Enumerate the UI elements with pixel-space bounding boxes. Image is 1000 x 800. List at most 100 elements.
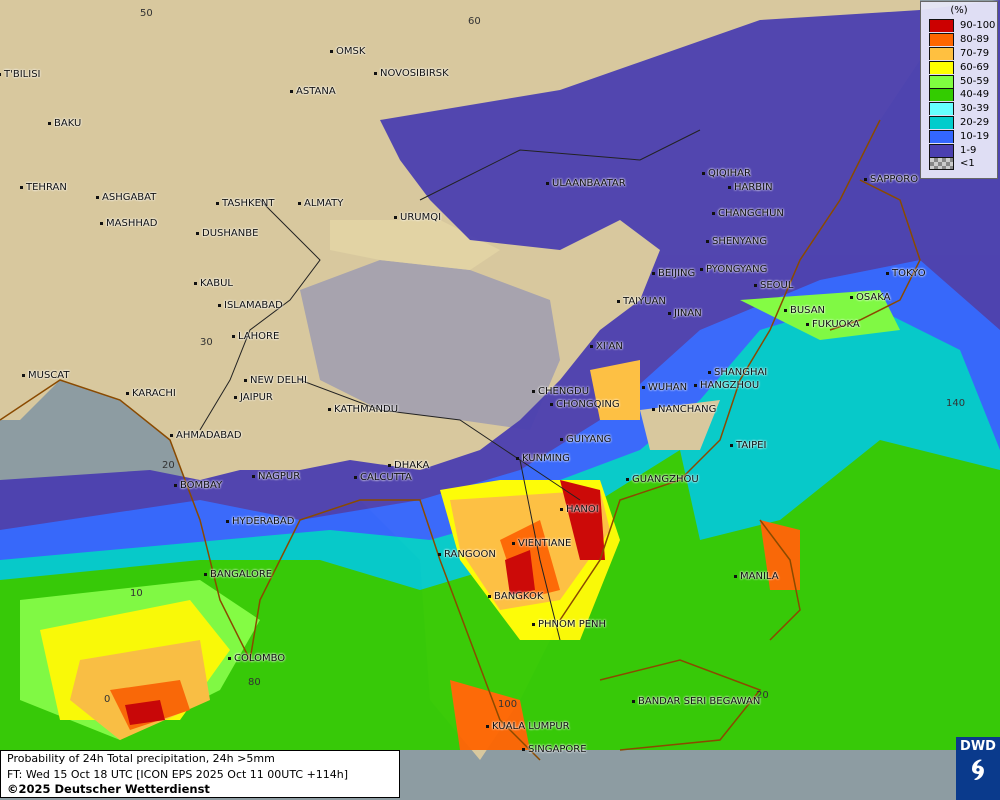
- legend-swatch: [929, 88, 954, 102]
- caption-box: Probability of 24h Total precipitation, …: [0, 750, 400, 798]
- legend-label: 70-79: [960, 47, 990, 59]
- legend-item: 70-79: [921, 46, 997, 61]
- city-label: PHNOM PENH: [531, 619, 607, 630]
- legend-label: 90-100: [960, 20, 996, 32]
- city-label: KUNMING: [516, 453, 570, 464]
- city-label: MANILA: [734, 571, 779, 582]
- legend-swatch: [929, 33, 954, 47]
- city-label: HARBIN: [728, 182, 773, 193]
- borders: [199, 129, 701, 641]
- legend-label: <1: [960, 158, 975, 170]
- legend-label: 80-89: [960, 34, 990, 46]
- city-label: NEW DELHI: [244, 375, 307, 386]
- city-label: BAKU: [47, 118, 82, 129]
- city-label: ASHGABAT: [95, 192, 157, 203]
- grid-label: 50: [140, 8, 153, 19]
- city-label: GUANGZHOU: [626, 474, 699, 485]
- city-label: BOMBAY: [173, 480, 223, 491]
- legend-item: 1-9: [921, 143, 997, 157]
- city-label: CHENGDU: [531, 386, 590, 397]
- grid-label: 80: [248, 677, 261, 688]
- legend-item: 10-19: [921, 129, 997, 143]
- city-label: JINAN: [668, 308, 702, 319]
- city-label: QIQIHAR: [702, 168, 751, 179]
- city-label: KABUL: [194, 278, 233, 289]
- legend-swatch: [929, 46, 954, 60]
- city-label: PYONGYANG: [699, 264, 768, 275]
- city-label: AHMADABAD: [170, 430, 242, 441]
- city-label: BANGKOK: [487, 591, 544, 602]
- city-label: HANOI: [560, 504, 599, 515]
- city-label: CHONGQING: [550, 399, 620, 410]
- dwd-logo: DWD 🌀︎: [956, 737, 1000, 800]
- city-label: T'BILISI: [0, 69, 41, 80]
- city-label: GUIYANG: [559, 434, 612, 445]
- legend-swatch: [929, 19, 954, 33]
- legend-label: 40-49: [960, 89, 990, 101]
- coastlines: [0, 119, 921, 761]
- city-label: SINGAPORE: [522, 744, 587, 755]
- city-label: TASHKENT: [216, 198, 275, 209]
- city-label: BUSAN: [783, 305, 826, 316]
- tibet-plateau: [300, 260, 560, 430]
- city-label: KUALA LUMPUR: [486, 721, 570, 732]
- city-label: HANGZHOU: [693, 380, 760, 391]
- legend-item: 20-29: [921, 115, 997, 130]
- legend-item: <1: [921, 157, 997, 171]
- grid-label: 60: [468, 16, 481, 27]
- city-label: LAHORE: [231, 331, 280, 342]
- city-label: BANDAR SERI BEGAWAN: [631, 696, 761, 707]
- legend-label: 30-39: [960, 103, 990, 115]
- legend-swatch: [929, 102, 954, 116]
- city-label: HYDERABAD: [225, 516, 295, 527]
- city-label: FUKUOKA: [806, 319, 860, 330]
- city-label: XI'AN: [590, 341, 623, 352]
- legend-item: 90-100: [921, 19, 997, 33]
- legend-item: 40-49: [921, 88, 997, 102]
- city-label: COLOMBO: [227, 653, 286, 664]
- legend-swatch: [929, 74, 954, 88]
- city-label: KATHMANDU: [327, 404, 399, 415]
- legend-label: 50-59: [960, 75, 990, 87]
- city-label: TEHRAN: [20, 182, 67, 193]
- grid-label: 100: [498, 699, 518, 710]
- tarim-desert: [330, 220, 500, 270]
- legend-swatch: [929, 115, 954, 129]
- city-label: NAGPUR: [251, 471, 301, 482]
- grid-label: 0: [104, 694, 111, 705]
- caption-forecast-time: FT: Wed 15 Oct 18 UTC [ICON EPS 2025 Oct…: [7, 767, 349, 781]
- grid-label: 10: [130, 588, 143, 599]
- city-label: SHANGHAI: [707, 367, 768, 378]
- city-label: TAIYUAN: [617, 296, 666, 307]
- city-label: TAIPEI: [729, 440, 767, 451]
- legend-item: 50-59: [921, 74, 997, 88]
- legend-swatch: [929, 129, 954, 143]
- precip-layer: [0, 0, 1000, 750]
- city-label: TOKYO: [886, 268, 926, 279]
- legend-swatch: [929, 143, 954, 157]
- city-label: DUSHANBE: [195, 228, 259, 239]
- city-label: MASHHAD: [99, 218, 158, 229]
- city-label: DHAKA: [387, 460, 430, 471]
- city-label: WUHAN: [641, 382, 688, 393]
- city-label: CHANGCHUN: [712, 208, 784, 219]
- legend-item: 80-89: [921, 33, 997, 47]
- grid-label: 20: [756, 690, 769, 701]
- city-label: ISLAMABAD: [218, 300, 283, 311]
- swirl-icon: 🌀︎: [971, 753, 985, 786]
- legend-label: 1-9: [960, 144, 977, 156]
- city-label: ASTANA: [290, 86, 336, 97]
- city-label: JAIPUR: [234, 392, 273, 403]
- dwd-logo-text: DWD: [960, 739, 996, 754]
- legend-label: 20-29: [960, 116, 990, 128]
- city-label: SEOUL: [753, 280, 794, 291]
- city-label: URUMQI: [393, 212, 442, 223]
- legend-item: 30-39: [921, 102, 997, 116]
- city-label: OSAKA: [849, 292, 891, 303]
- city-label: RANGOON: [438, 549, 496, 560]
- city-label: NANCHANG: [651, 404, 717, 415]
- city-label: SAPPORO: [863, 174, 919, 185]
- city-label: MUSCAT: [21, 370, 70, 381]
- legend-item: 60-69: [921, 60, 997, 74]
- city-label: KARACHI: [126, 388, 176, 399]
